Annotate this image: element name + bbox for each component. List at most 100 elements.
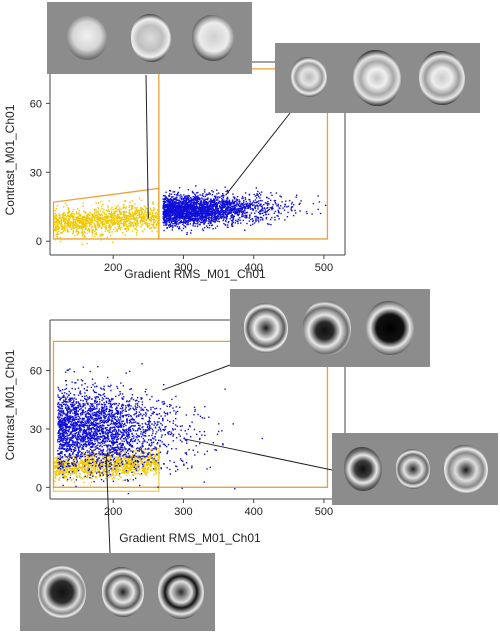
scatter-point [220,216,223,218]
scatter-point [54,238,57,241]
scatter-point [121,472,123,474]
scatter-point [126,457,128,459]
scatter-point [183,209,185,212]
scatter-point [257,205,259,208]
scatter-point [128,461,130,463]
scatter-point [183,216,185,218]
scatter-point [143,469,145,472]
scatter-point [90,229,93,231]
scatter-point [136,229,138,232]
scatter-point [233,204,236,206]
scatter-point [93,217,96,219]
scatter-point [198,214,200,216]
scatter-point [227,209,229,211]
scatter-point [131,211,134,213]
scatter-point [225,190,227,192]
scatter-point [153,473,155,476]
scatter-point [203,205,205,207]
scatter-point [54,228,56,230]
scatter-point [115,456,117,458]
scatter-point [69,226,71,228]
scatter-point [95,226,97,228]
scatter-point [252,209,254,212]
scatter-point [194,206,196,208]
scatter-point [138,214,140,216]
scatter-point [203,202,205,204]
scatter-point [127,215,129,217]
scatter-point [68,222,70,224]
scatter-point [99,459,102,462]
scatter-point [174,203,176,206]
scatter-point [162,206,165,209]
scatter-point [230,209,232,212]
scatter-point [158,453,160,455]
scatter-point [173,214,175,217]
scatter-point [214,221,216,223]
scatter-point [192,196,194,198]
scatter-point [256,193,258,195]
scatter-point [244,207,247,209]
scatter-point [71,232,74,235]
scatter-point [73,481,75,483]
scatter-point [150,455,152,458]
scatter-point [244,197,246,199]
scatter-point [67,212,69,215]
scatter-point [80,459,83,461]
scatter-point [54,212,56,215]
scatter-point [110,211,113,213]
scatter-point [94,233,96,235]
scatter-point [80,225,82,228]
scatter-point [290,207,292,209]
scatter-point [106,467,109,469]
scatter-point [249,203,251,205]
scatter-point [86,225,88,227]
scatter-point [208,216,210,218]
scatter-point [155,472,157,474]
scatter-point [215,203,217,205]
scatter-point [216,210,219,212]
scatter-point [101,467,104,469]
scatter-point [152,221,155,223]
scatter-point [173,205,175,207]
scatter-point [241,210,244,213]
scatter-point [109,464,112,467]
scatter-point [117,220,120,222]
scatter-point [116,456,118,459]
scatter-point [228,209,231,211]
scatter-point [245,203,247,205]
scatter-point [166,214,168,216]
scatter-point [165,222,167,224]
scatter-point [113,465,115,468]
scatter-point [226,201,228,203]
scatter-point [223,206,225,208]
scatter-point [216,203,218,205]
scatter-point [197,197,199,199]
scatter-point [127,458,129,461]
scatter-point [262,214,265,217]
scatter-point [167,206,169,209]
scatter-point [234,213,236,215]
scatter-point [53,229,56,232]
scatter-point [143,471,145,473]
scatter-point [144,468,146,470]
scatter-point [186,213,188,216]
scatter-point [111,231,113,233]
scatter-point [231,215,234,217]
scatter-point [225,211,228,213]
scatter-point [125,216,127,219]
scatter-point [236,205,238,207]
scatter-point [184,214,186,216]
scatter-point [170,221,173,223]
scatter-point [278,212,280,214]
scatter-point [127,227,130,230]
scatter-point [208,206,210,208]
scatter-point [207,209,209,211]
scatter-point [231,214,233,216]
scatter-point [175,218,177,221]
scatter-point [128,204,131,207]
scatter-point [191,218,194,220]
scatter-point [274,219,276,221]
scatter-point [95,227,97,229]
scatter-point [243,212,246,214]
scatter-point [232,225,234,227]
